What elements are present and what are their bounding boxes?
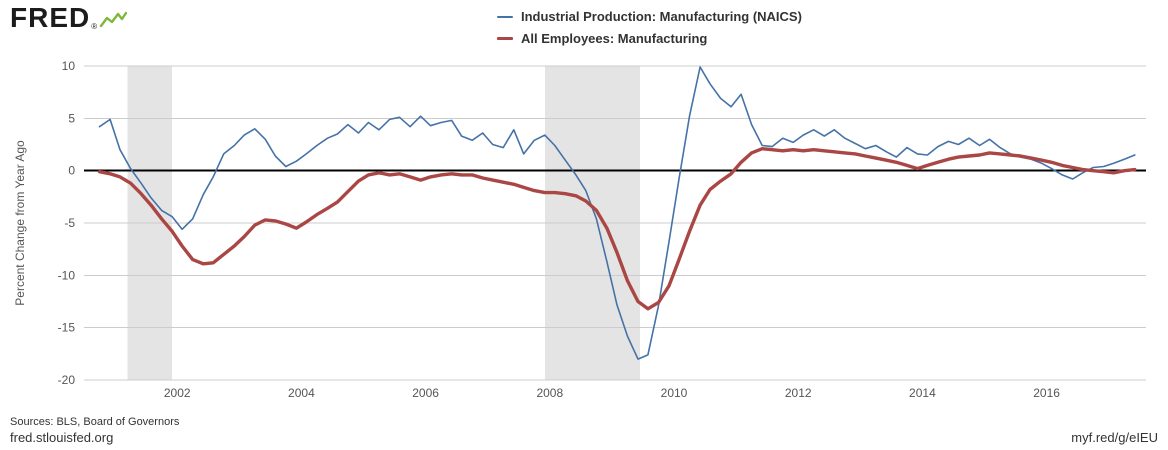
- chart-legend: Industrial Production: Manufacturing (NA…: [497, 9, 802, 53]
- y-tick-label: -5: [64, 216, 75, 230]
- x-tick-label: 2012: [785, 386, 812, 400]
- fred-logo[interactable]: FRED ®: [10, 2, 128, 33]
- x-tick-label: 2002: [164, 386, 191, 400]
- sources-note: Sources: BLS, Board of Governors: [10, 416, 180, 428]
- legend-item-industrial-production[interactable]: Industrial Production: Manufacturing (NA…: [497, 9, 802, 24]
- legend-label: All Employees: Manufacturing: [521, 31, 708, 46]
- chart-shortlink[interactable]: myf.red/g/eIEU: [1071, 430, 1158, 445]
- registered-mark: ®: [91, 22, 98, 31]
- y-tick-label: 0: [68, 164, 75, 178]
- legend-item-all-employees[interactable]: All Employees: Manufacturing: [497, 31, 802, 46]
- y-tick-label: -15: [58, 321, 76, 335]
- x-tick-label: 2010: [661, 386, 688, 400]
- y-tick-label: 10: [62, 59, 76, 73]
- y-tick-label: -10: [58, 268, 76, 282]
- series-line-industrial-production: [98, 66, 1136, 360]
- legend-label: Industrial Production: Manufacturing (NA…: [521, 9, 802, 24]
- fred-site-link[interactable]: fred.stlouisfed.org: [10, 430, 114, 445]
- fred-logo-text: FRED: [10, 2, 91, 33]
- y-axis-title: Percent Change from Year Ago: [13, 140, 27, 306]
- y-tick-label: 5: [68, 111, 75, 125]
- x-tick-label: 2006: [412, 386, 439, 400]
- x-tick-label: 2014: [909, 386, 936, 400]
- y-tick-label: -20: [58, 373, 76, 387]
- x-tick-label: 2016: [1033, 386, 1060, 400]
- x-tick-label: 2008: [536, 386, 563, 400]
- legend-swatch-red-line: [497, 37, 513, 40]
- fred-sparkline-icon: [99, 11, 128, 28]
- legend-swatch-blue-line: [497, 15, 513, 18]
- series-line-all-employees: [97, 146, 1137, 311]
- x-tick-label: 2004: [288, 386, 315, 400]
